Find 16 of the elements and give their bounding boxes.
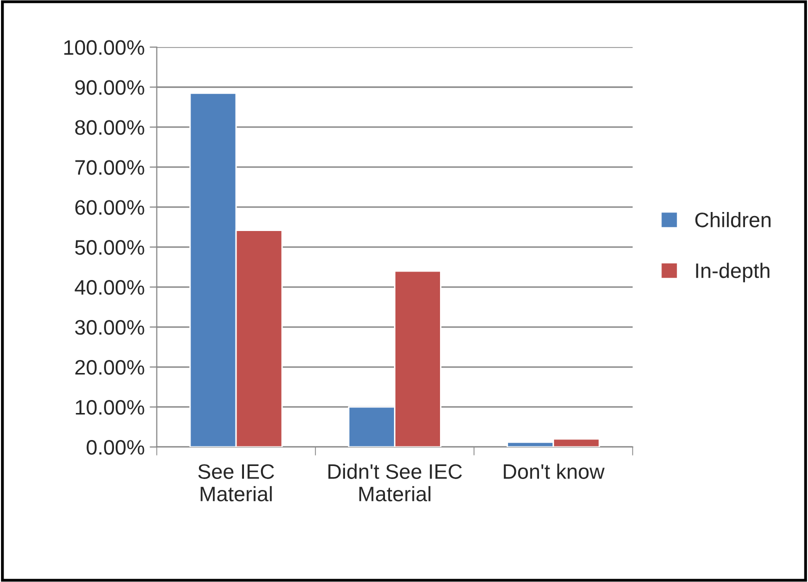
y-tick-label: 30.00% (75, 320, 144, 335)
x-tick-label: Didn't See IEC Material (328, 464, 462, 502)
y-tick-label: 80.00% (75, 120, 144, 135)
y-tick-label: 50.00% (75, 240, 144, 255)
y-tick-label: 60.00% (75, 200, 144, 215)
legend-label: Children (695, 212, 770, 228)
y-tick-label: 20.00% (75, 360, 144, 375)
y-tick-label: 100.00% (64, 40, 144, 55)
y-tick-label: 0.00% (86, 440, 144, 455)
x-tick-label: See IEC Material (198, 464, 274, 502)
legend-label: In-depth (696, 262, 770, 282)
x-tick-label: Don't know (504, 464, 605, 479)
y-tick-label: 40.00% (74, 280, 144, 295)
y-tick-label: 70.00% (75, 160, 144, 175)
y-tick-label: 10.00% (76, 400, 144, 415)
y-tick-label: 90.00% (75, 80, 144, 95)
